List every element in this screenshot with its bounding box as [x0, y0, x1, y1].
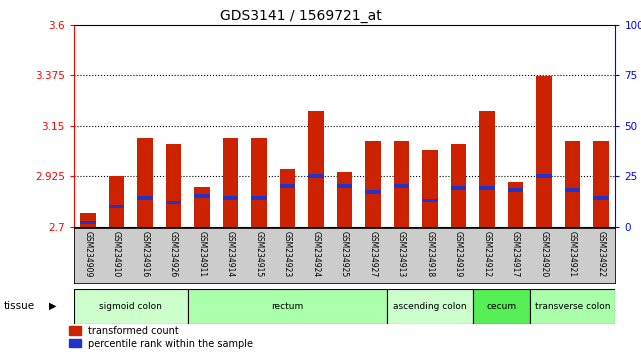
Bar — [508, 182, 524, 227]
Bar — [279, 170, 296, 227]
Text: GSM234923: GSM234923 — [283, 231, 292, 277]
Text: GSM234911: GSM234911 — [197, 231, 206, 277]
Bar — [473, 289, 530, 324]
Bar — [194, 194, 210, 198]
Bar — [508, 188, 524, 192]
Text: GSM234919: GSM234919 — [454, 231, 463, 277]
Bar — [279, 184, 296, 188]
Text: GSM234913: GSM234913 — [397, 231, 406, 277]
Bar — [394, 184, 410, 188]
Bar — [137, 138, 153, 227]
Text: GSM234927: GSM234927 — [369, 231, 378, 277]
Bar — [537, 174, 552, 178]
Bar — [222, 138, 238, 227]
Text: GSM234926: GSM234926 — [169, 231, 178, 277]
Text: GSM234924: GSM234924 — [312, 231, 320, 277]
Bar — [565, 141, 581, 227]
Bar — [251, 196, 267, 200]
Bar — [394, 141, 410, 227]
Text: GSM234925: GSM234925 — [340, 231, 349, 277]
Bar — [479, 187, 495, 190]
Text: GSM234920: GSM234920 — [540, 231, 549, 277]
Bar — [537, 76, 552, 227]
Bar — [165, 144, 181, 227]
Bar — [108, 205, 124, 208]
Text: ▶: ▶ — [49, 301, 56, 311]
Legend: transformed count, percentile rank within the sample: transformed count, percentile rank withi… — [69, 326, 253, 349]
Bar — [594, 196, 609, 200]
Bar — [422, 199, 438, 202]
Bar — [137, 196, 153, 200]
Text: GSM234912: GSM234912 — [483, 231, 492, 277]
Bar — [80, 221, 96, 224]
Text: transverse colon: transverse colon — [535, 302, 610, 311]
Text: sigmoid colon: sigmoid colon — [99, 302, 162, 311]
Bar — [365, 141, 381, 227]
Text: GSM234917: GSM234917 — [511, 231, 520, 277]
Bar — [308, 111, 324, 227]
Text: GSM234914: GSM234914 — [226, 231, 235, 277]
Text: GSM234918: GSM234918 — [426, 231, 435, 277]
Bar — [80, 213, 96, 227]
Text: GSM234915: GSM234915 — [254, 231, 263, 277]
Bar — [451, 144, 467, 227]
Bar — [188, 289, 387, 324]
Text: GSM234916: GSM234916 — [140, 231, 149, 277]
Bar — [479, 111, 495, 227]
Bar — [594, 141, 609, 227]
Text: GSM234921: GSM234921 — [568, 231, 577, 277]
Bar — [365, 190, 381, 194]
Bar — [387, 289, 473, 324]
Bar — [251, 138, 267, 227]
Text: GSM234909: GSM234909 — [83, 231, 92, 278]
Bar — [74, 289, 188, 324]
Text: rectum: rectum — [271, 302, 304, 311]
Bar — [222, 196, 238, 200]
Text: ascending colon: ascending colon — [393, 302, 467, 311]
Bar — [337, 184, 353, 188]
Text: GSM234922: GSM234922 — [597, 231, 606, 277]
Bar — [108, 176, 124, 227]
Bar — [308, 174, 324, 178]
Text: cecum: cecum — [487, 302, 517, 311]
Text: GDS3141 / 1569721_at: GDS3141 / 1569721_at — [221, 9, 382, 23]
Bar — [530, 289, 615, 324]
Bar — [337, 172, 353, 227]
Text: GSM234910: GSM234910 — [112, 231, 121, 277]
Bar — [422, 150, 438, 227]
Bar — [565, 188, 581, 192]
Bar — [194, 187, 210, 227]
Text: tissue: tissue — [3, 301, 35, 311]
Bar — [165, 200, 181, 204]
Bar — [451, 187, 467, 190]
